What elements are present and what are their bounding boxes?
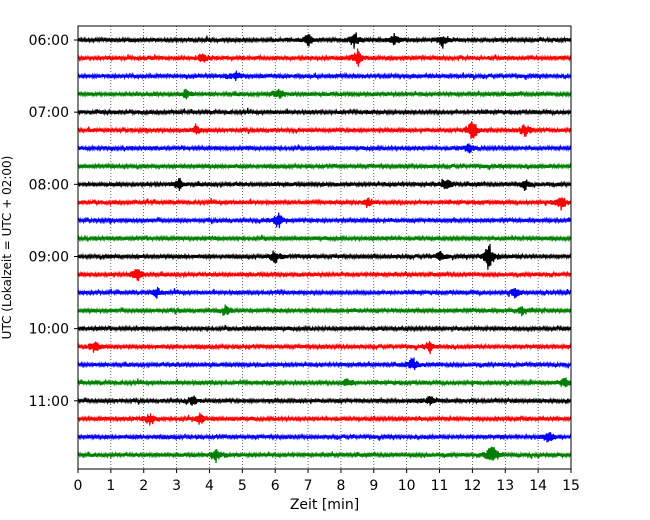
- trace-08:30: [77, 212, 572, 229]
- x-tick-label-5: 5: [238, 478, 247, 494]
- vertical-gridlines: [110, 26, 539, 469]
- x-tick-label-3: 3: [172, 478, 181, 494]
- trace-06:30: [77, 70, 572, 81]
- x-tick-label-12: 12: [463, 478, 481, 494]
- x-tick-label-8: 8: [336, 478, 345, 494]
- x-tick-label-15: 15: [562, 478, 580, 494]
- x-tick-label-13: 13: [496, 478, 514, 494]
- trace-09:15: [77, 269, 572, 282]
- trace-06:00: [77, 32, 572, 49]
- y-tick-label-06:00: 06:00: [29, 33, 69, 49]
- trace-11:45: [77, 446, 572, 464]
- trace-09:30: [77, 286, 572, 299]
- trace-10:30: [77, 357, 572, 371]
- trace-11:15: [77, 412, 572, 426]
- y-tick-label-07:00: 07:00: [29, 105, 69, 121]
- x-tick-label-4: 4: [205, 478, 214, 494]
- plot-frame: [77, 25, 572, 470]
- trace-06:45: [77, 88, 572, 100]
- trace-09:00: [77, 243, 572, 270]
- y-tick-label-10:00: 10:00: [29, 322, 69, 338]
- trace-08:15: [77, 197, 572, 211]
- y-tick-label-09:00: 09:00: [29, 249, 69, 265]
- trace-10:45: [77, 377, 572, 388]
- trace-10:15: [77, 340, 572, 355]
- trace-07:15: [77, 121, 572, 140]
- x-tick-label-11: 11: [431, 478, 449, 494]
- x-tick-label-10: 10: [398, 478, 416, 494]
- trace-07:00: [77, 107, 572, 117]
- seismogram-traces: [77, 32, 572, 464]
- y-axis-label: UTC (Lokalzeit = UTC + 02:00): [0, 156, 14, 340]
- trace-10:00: [77, 324, 572, 333]
- x-tick-label-1: 1: [106, 478, 115, 494]
- trace-09:45: [77, 304, 572, 317]
- y-tick-label-08:00: 08:00: [29, 177, 69, 193]
- x-tick-label-7: 7: [304, 478, 313, 494]
- y-axis-ticks: 06:00 07:00 08:00 09:00 10:00 11:00: [29, 33, 78, 410]
- trace-08:00: [77, 177, 572, 191]
- trace-07:30: [77, 143, 572, 154]
- x-axis-label: Zeit [min]: [290, 497, 359, 513]
- trace-11:30: [77, 432, 572, 443]
- x-tick-label-9: 9: [369, 478, 378, 494]
- x-tick-label-6: 6: [271, 478, 280, 494]
- x-tick-label-2: 2: [139, 478, 148, 494]
- x-axis-ticks: 0 1 2 3 4 5 6 7 8 9 10 11 12 13 14 15: [74, 469, 580, 494]
- x-tick-label-0: 0: [74, 478, 83, 494]
- trace-08:45: [77, 234, 572, 243]
- x-tick-label-14: 14: [529, 478, 547, 494]
- trace-06:15: [77, 48, 572, 67]
- trace-07:45: [77, 162, 572, 171]
- trace-11:00: [77, 395, 572, 406]
- y-tick-label-11:00: 11:00: [29, 394, 69, 410]
